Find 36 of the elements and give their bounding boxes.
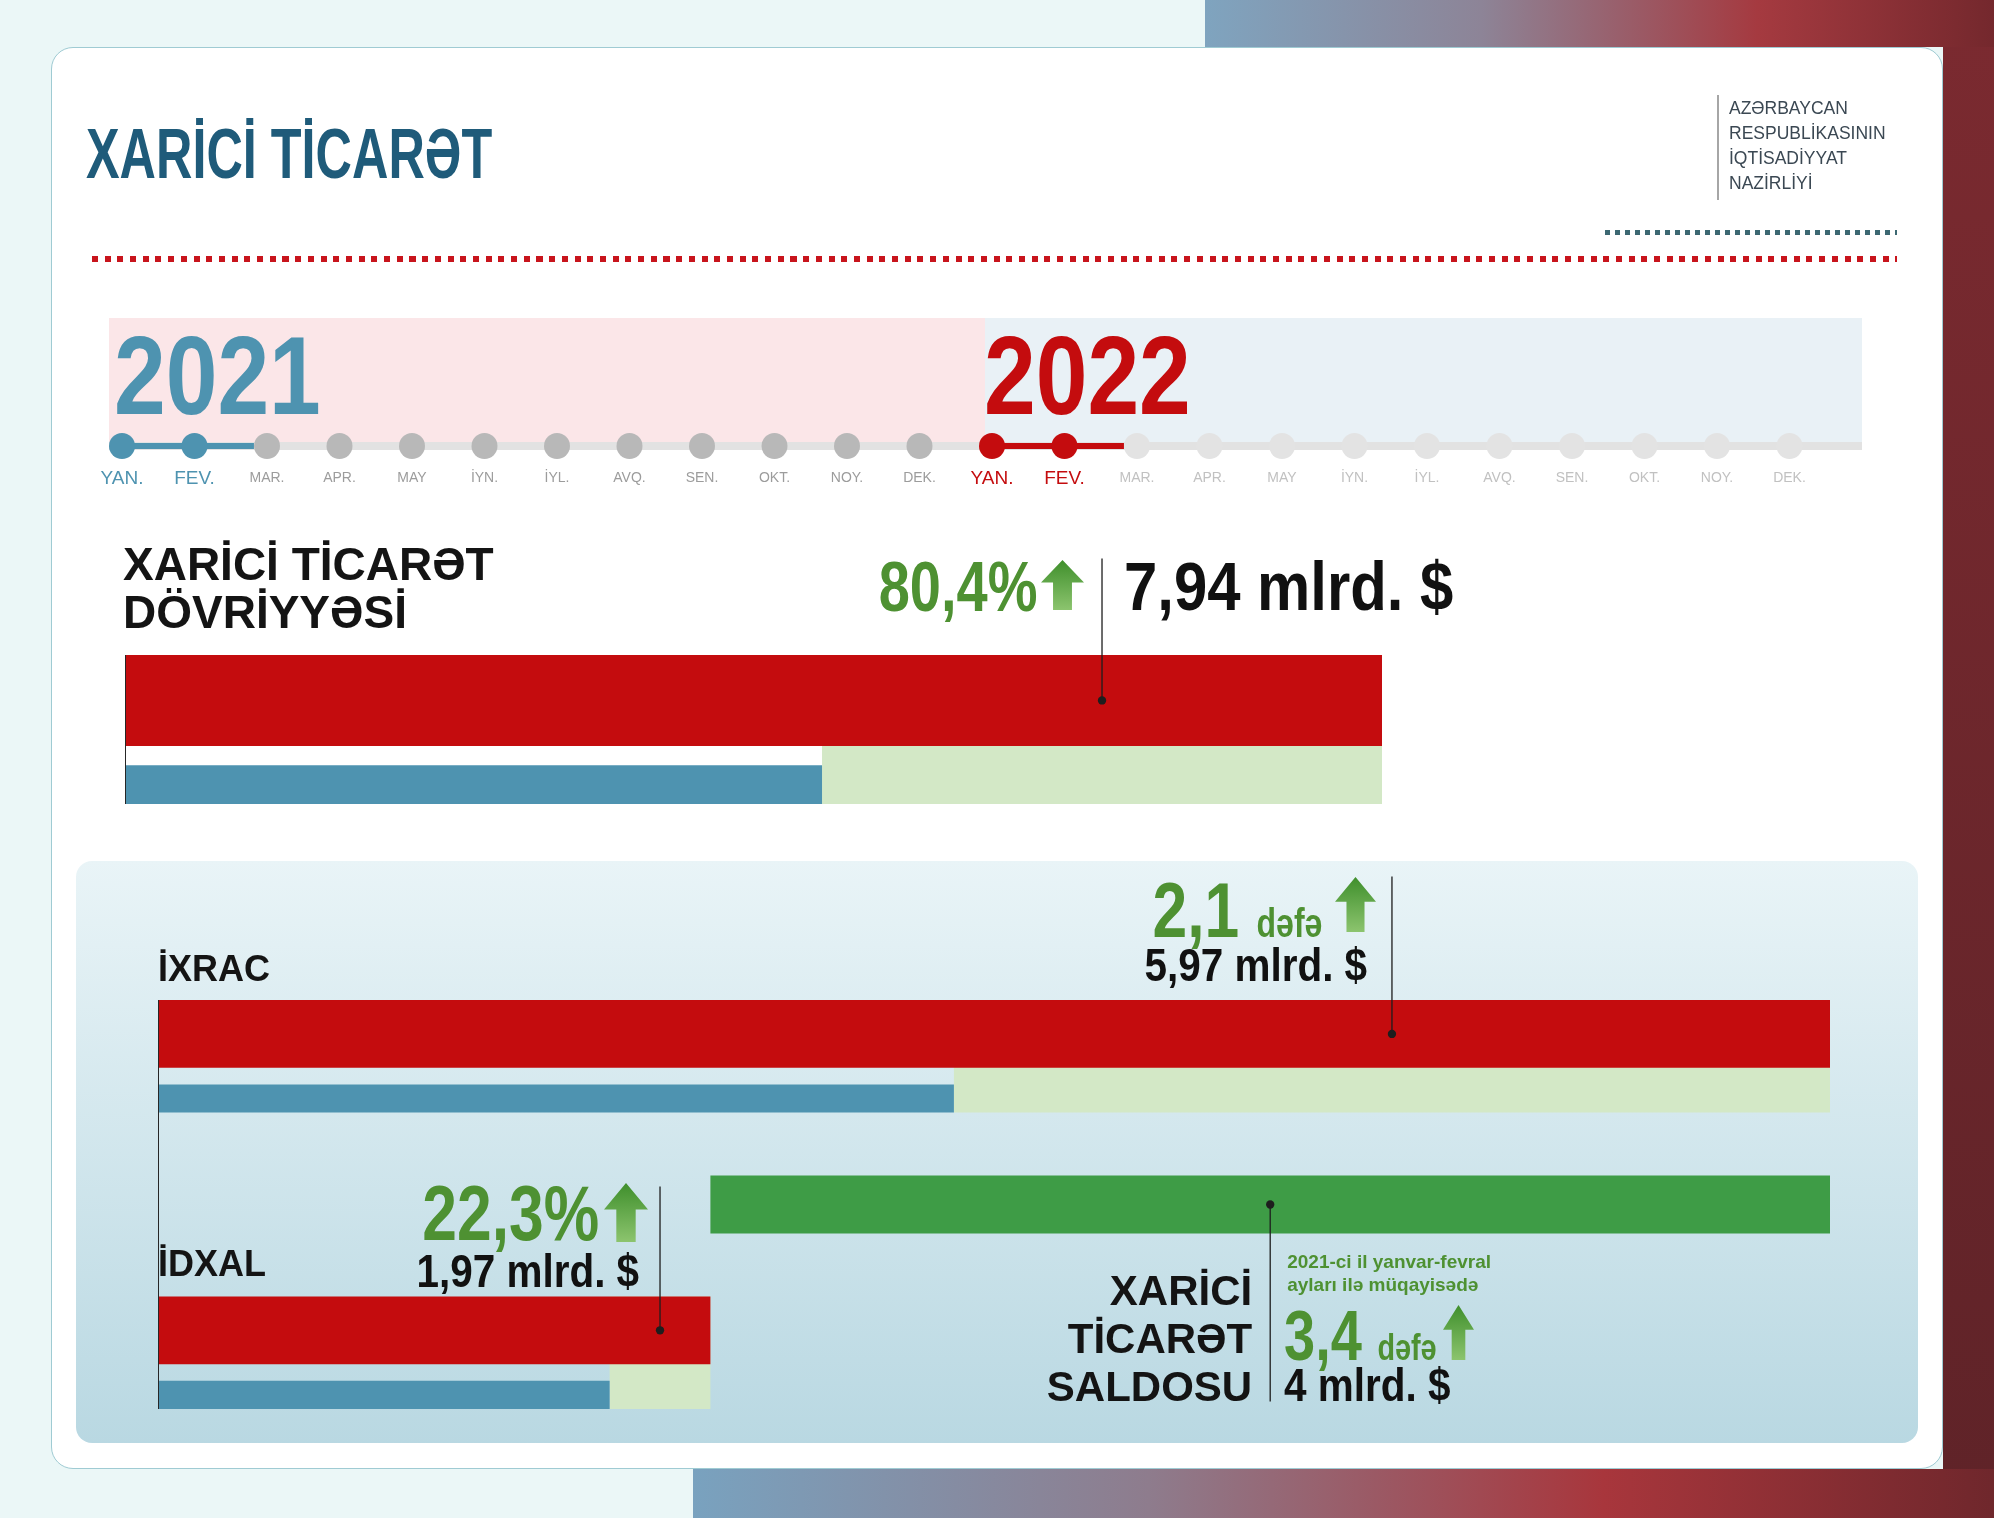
data-label: 7,94 mlrd. $ — [1124, 548, 1454, 624]
category-label: SEN. — [1555, 469, 1589, 485]
category-label: DEK. — [903, 469, 936, 485]
category-label: OKT. — [758, 469, 791, 485]
category-label: APR. — [1193, 469, 1226, 485]
category-label: MAY — [397, 469, 428, 485]
category-label: APR. — [323, 469, 356, 485]
category-label: NOY. — [830, 469, 864, 485]
category-label: MAR. — [1119, 469, 1155, 485]
category-label: MAR. — [249, 469, 285, 485]
text: 2021 — [114, 313, 321, 438]
category-label: AVQ. — [613, 469, 646, 485]
category-label: İYN. — [1340, 468, 1369, 485]
category-label: YAN. — [970, 467, 1014, 488]
text: AZƏRBAYCAN RESPUBLİKASININ İQTİSADİYYAT NAZİRLİYİ — [1717, 95, 1886, 200]
legend-label: 80,4% — [878, 548, 1038, 626]
category-label: NOY. — [1700, 469, 1734, 485]
text: 2022 — [984, 313, 1191, 438]
category-label: MAY — [1267, 469, 1298, 485]
band-label: XARİCİ TİCARƏT SALDOSU — [1046, 1267, 1253, 1411]
category-label: İYL. — [544, 468, 570, 485]
category-label: DEK. — [1773, 469, 1806, 485]
category-label: OKT. — [1628, 469, 1661, 485]
text: XARİCİ TİCARƏT — [86, 115, 493, 193]
y-tick-label: İXRAC — [158, 948, 271, 989]
category-label: SEN. — [685, 469, 719, 485]
category-label: İYL. — [1414, 468, 1440, 485]
category-label: FEV. — [1044, 467, 1085, 488]
chart-title: XARİCİ TİCARƏT DÖVRİYYƏSİ — [123, 538, 495, 638]
category-label: YAN. — [100, 467, 144, 488]
bar — [159, 1380, 610, 1409]
category-label: AVQ. — [1483, 469, 1516, 485]
category-label: İYN. — [470, 468, 499, 485]
category-label: FEV. — [174, 467, 215, 488]
annotation: 2021-ci il yanvar-fevral ayları ilə müqayisədə — [1287, 1250, 1493, 1296]
y-tick-label: İDXAL — [158, 1243, 266, 1284]
